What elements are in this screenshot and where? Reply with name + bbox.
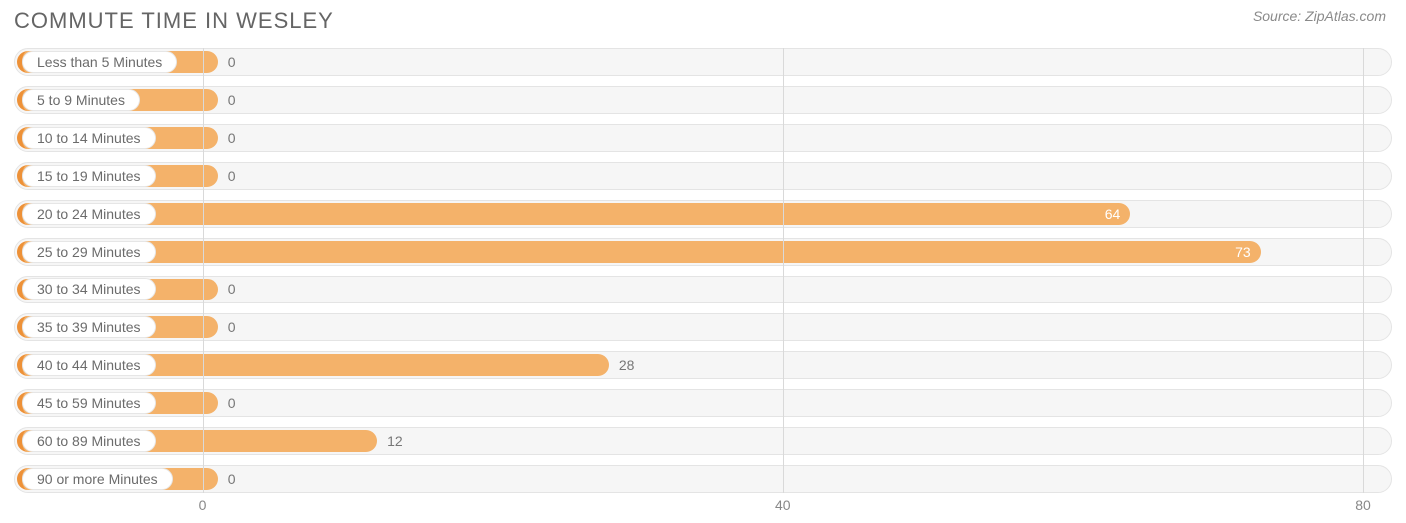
value-label: 0 (228, 471, 236, 487)
value-label: 64 (1105, 206, 1121, 222)
value-label: 0 (228, 92, 236, 108)
chart-row: 10 to 14 Minutes 0 (14, 124, 1392, 152)
category-label: 90 or more Minutes (22, 468, 173, 490)
category-label: 35 to 39 Minutes (22, 316, 156, 338)
category-label: 25 to 29 Minutes (22, 241, 156, 263)
value-label: 28 (619, 357, 635, 373)
category-label: 20 to 24 Minutes (22, 203, 156, 225)
category-label: 5 to 9 Minutes (22, 89, 140, 111)
chart-row: 35 to 39 Minutes 0 (14, 313, 1392, 341)
category-label: Less than 5 Minutes (22, 51, 177, 73)
chart-row: 30 to 34 Minutes 0 (14, 276, 1392, 304)
gridline (783, 48, 784, 493)
chart-title: COMMUTE TIME IN WESLEY (14, 8, 334, 34)
chart-row: 60 to 89 Minutes 12 (14, 427, 1392, 455)
category-label: 60 to 89 Minutes (22, 430, 156, 452)
axis-tick-label: 80 (1355, 497, 1371, 513)
chart-row: 40 to 44 Minutes 28 (14, 351, 1392, 379)
category-label: 40 to 44 Minutes (22, 354, 156, 376)
category-label: 10 to 14 Minutes (22, 127, 156, 149)
chart-row: 25 to 29 Minutes 73 (14, 238, 1392, 266)
value-label: 73 (1235, 244, 1251, 260)
category-label: 30 to 34 Minutes (22, 278, 156, 300)
chart-rows: Less than 5 Minutes05 to 9 Minutes010 to… (14, 48, 1392, 493)
gridline (203, 48, 204, 493)
chart-source: Source: ZipAtlas.com (1253, 8, 1386, 24)
chart-row: 90 or more Minutes 0 (14, 465, 1392, 493)
category-label: 15 to 19 Minutes (22, 165, 156, 187)
chart-area: Less than 5 Minutes05 to 9 Minutes010 to… (14, 48, 1392, 493)
value-label: 0 (228, 319, 236, 335)
value-label: 0 (228, 281, 236, 297)
value-label: 0 (228, 130, 236, 146)
value-label: 0 (228, 395, 236, 411)
chart-row: 5 to 9 Minutes 0 (14, 86, 1392, 114)
axis-tick-label: 40 (775, 497, 791, 513)
value-label: 0 (228, 54, 236, 70)
x-axis: 0 40 80 (14, 497, 1392, 517)
value-label: 12 (387, 433, 403, 449)
chart-row: 15 to 19 Minutes 0 (14, 162, 1392, 190)
chart-row: 20 to 24 Minutes 64 (14, 200, 1392, 228)
axis-tick-label: 0 (199, 497, 207, 513)
category-label: 45 to 59 Minutes (22, 392, 156, 414)
chart-row: Less than 5 Minutes 0 (14, 48, 1392, 76)
bar (17, 203, 1130, 225)
gridline (1363, 48, 1364, 493)
value-label: 0 (228, 168, 236, 184)
chart-row: 45 to 59 Minutes 0 (14, 389, 1392, 417)
